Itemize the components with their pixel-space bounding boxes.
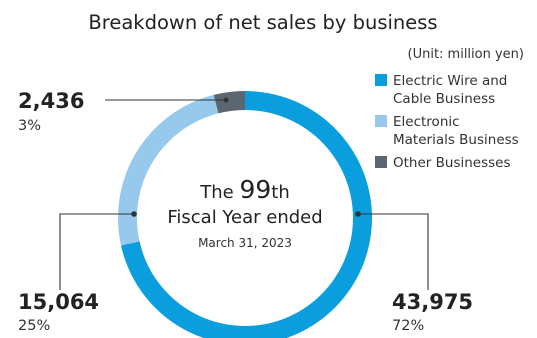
legend-label: Materials Business <box>393 132 519 148</box>
center-title-line2: Fiscal Year ended <box>167 207 322 228</box>
center-title-line1: The 99th <box>199 175 289 204</box>
percent-label-electric-wire: 72% <box>392 318 424 334</box>
legend-label: Cable Business <box>393 91 495 107</box>
chart-title: Breakdown of net sales by business <box>88 11 437 34</box>
center-date: March 31, 2023 <box>198 236 292 250</box>
legend-swatch <box>375 156 387 168</box>
leader-line-electric-wire <box>358 213 429 290</box>
percent-label-electronic: 25% <box>18 318 50 334</box>
legend-label: Other Businesses <box>393 155 511 171</box>
value-label-electric-wire: 43,975 <box>392 290 473 314</box>
center-fiscal-number: 99 <box>239 175 271 204</box>
legend-item-other: Other Businesses <box>375 155 511 171</box>
donut-ring <box>118 91 372 338</box>
legend-swatch <box>375 115 387 127</box>
leader-dot-electronic <box>131 211 137 217</box>
legend-swatch <box>375 74 387 86</box>
percent-label-other: 3% <box>18 118 41 134</box>
donut-slice-electronic-materials <box>118 94 219 246</box>
leader-line-electronic <box>59 213 134 290</box>
leader-dot-electric-wire <box>355 211 361 217</box>
value-label-electronic: 15,064 <box>18 290 99 314</box>
value-label-other: 2,436 <box>18 89 84 113</box>
unit-note: (Unit: million yen) <box>408 47 525 62</box>
legend-label: Electric Wire and <box>393 73 507 89</box>
legend-label: Electronic <box>393 114 460 130</box>
leader-dot-other <box>223 97 229 103</box>
donut-slice-other <box>213 91 245 114</box>
legend-item-electronic-materials: Electronic Materials Business <box>375 114 519 148</box>
legend-item-electric-wire: Electric Wire and Cable Business <box>375 73 507 107</box>
legend: Electric Wire and Cable Business Electro… <box>375 73 519 171</box>
